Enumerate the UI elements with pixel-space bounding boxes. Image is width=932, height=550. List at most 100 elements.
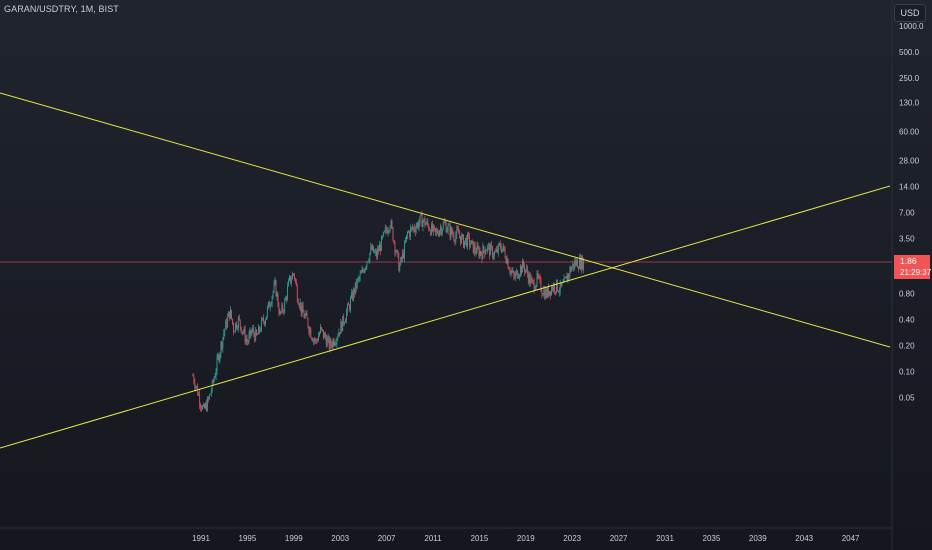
candle-body [261,319,262,331]
candle-body [288,280,289,287]
candle-body [380,244,381,251]
candle-body [551,286,552,295]
candle-body [290,276,291,283]
candle-body [275,280,277,297]
candle-body [396,250,398,252]
candle-body [343,315,345,324]
candle-body [486,249,488,251]
y-tick-label: 0.05 [899,394,915,403]
y-tick-label: 1000.0 [899,22,924,31]
candle-body [322,328,323,331]
candle-body [280,311,282,313]
candle-body [300,302,302,313]
candle-body [196,386,198,388]
candle-body [554,291,556,293]
candle-body [523,261,524,266]
candle-body [303,312,305,318]
candle-body [435,228,436,232]
candle-body [379,244,380,252]
x-tick-label: 1991 [192,534,210,543]
candle-body [366,261,368,267]
currency-button[interactable]: USD [894,4,926,22]
candle-body [528,274,530,283]
candle-body [407,232,408,235]
candle-body [198,394,200,396]
candle-body [201,406,202,410]
candle-body [229,311,231,319]
candle-body [415,226,417,232]
candle-body [515,273,517,278]
candle-body [542,294,544,296]
candle-body [212,380,214,383]
candle-body [547,287,549,297]
candle-body [264,321,265,325]
candle-body [328,337,330,349]
candle-body [455,234,457,242]
candle-body [405,240,406,243]
candle-body [368,260,370,262]
candle-body [363,270,365,273]
candle-body [478,248,480,257]
candle-body [264,319,266,325]
candle-body [578,267,579,269]
candle-body [392,227,394,241]
candle-body [564,277,566,279]
candle-body [457,228,459,230]
candle-body [406,234,407,241]
ascending-trendline [0,185,891,449]
y-tick-label: 7.00 [899,208,915,217]
candle-body [208,394,210,399]
candle-body [439,227,441,231]
candle-body [360,272,362,274]
candle-body [541,290,543,295]
candle-body [514,275,516,278]
candle-body [489,244,491,256]
x-tick-label: 2043 [795,534,813,543]
candle-body [505,257,507,264]
candle-body [317,340,318,342]
candle-body [433,225,434,231]
candle-body [314,339,316,341]
candle-body [499,243,501,248]
candle-body [420,214,422,216]
candle-body [307,318,309,328]
candle-body [371,246,373,250]
candle-body [451,227,453,234]
candle-body [508,268,510,271]
candle-body [441,229,443,234]
candle-body [391,221,393,228]
x-tick-label: 2031 [656,534,674,543]
candle-body [395,251,397,253]
candle-body [337,336,339,338]
candle-body [536,273,538,285]
candle-body [357,277,359,280]
candle-body [462,234,463,236]
candle-body [226,320,228,327]
candle-body [572,263,574,268]
candle-body [544,289,546,299]
candle-body [554,284,555,292]
candle-body [482,246,484,260]
candle-body [498,243,500,245]
candle-body [232,318,233,324]
candle-body [459,233,461,236]
candle-body [427,220,429,225]
candle-body [235,322,237,329]
candle-body [373,245,375,253]
candle-body [192,375,194,377]
candle-body [494,251,495,256]
candle-body [270,303,272,306]
current-price-label: 1.86 [900,256,917,266]
candle-body [582,256,583,270]
x-tick-label: 2023 [563,534,581,543]
candle-body [260,330,261,332]
candle-body [297,300,299,305]
candle-body [248,334,250,342]
candle-body [561,282,563,286]
candle-body [381,236,383,238]
y-tick-label: 0.40 [899,316,915,325]
candle-body [351,292,353,300]
candle-body [344,322,346,324]
